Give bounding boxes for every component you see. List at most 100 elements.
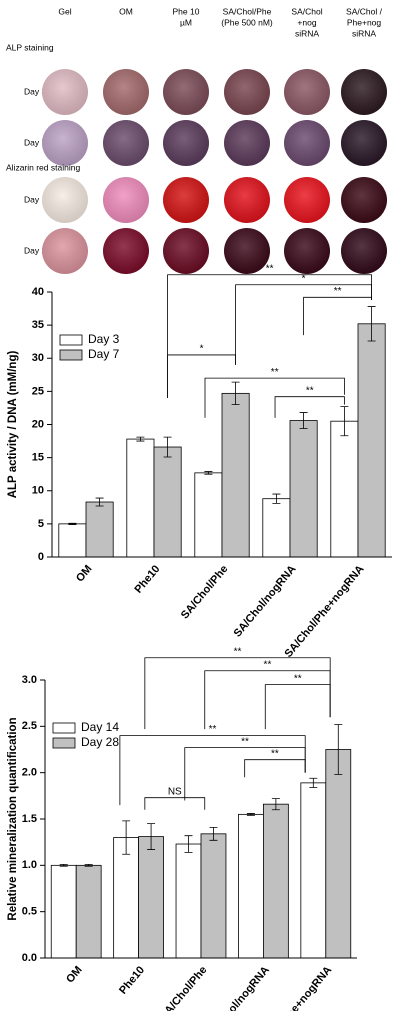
- error-bar: [272, 493, 281, 504]
- bar: [330, 420, 359, 558]
- bar: [262, 803, 289, 959]
- section-title: Alizarin red staining: [6, 162, 80, 172]
- bar: [85, 501, 114, 558]
- section-title: ALP staining: [6, 42, 54, 52]
- stain-shade: [341, 228, 387, 274]
- stain-shade: [163, 177, 209, 223]
- bar: [238, 813, 264, 959]
- column-header: +nog: [297, 17, 316, 27]
- row-label: Day 28: [24, 245, 51, 255]
- significance-label: **: [234, 646, 242, 657]
- legend-swatch: [52, 737, 76, 749]
- row-label: Day 14: [24, 194, 51, 204]
- bar: [200, 833, 227, 959]
- column-header: siRNA: [352, 28, 376, 38]
- x-tick-label: SA/Chol/Phe+nogRNA: [282, 563, 366, 660]
- significance-label: **: [209, 724, 217, 735]
- error-bar: [184, 835, 193, 853]
- y-tick-label: 3.0: [22, 674, 37, 686]
- stain-shade: [224, 228, 270, 274]
- error-bar: [147, 823, 156, 850]
- stain-shade: [42, 177, 88, 223]
- significance-bracket: [144, 657, 331, 730]
- y-tick-label: 2.5: [22, 720, 37, 732]
- column-header: µM: [180, 17, 192, 27]
- error-bar: [309, 777, 318, 788]
- y-axis-label: ALP activity / DNA (mM/ng): [7, 351, 19, 499]
- significance-bracket: [244, 759, 306, 778]
- legend-label: Day 7: [88, 347, 120, 361]
- stain-shade: [284, 177, 330, 223]
- y-tick-label: 1.0: [22, 859, 37, 871]
- error-bar: [334, 724, 343, 775]
- significance-label: **: [264, 659, 272, 670]
- error-bar: [136, 436, 145, 442]
- x-tick-label: SA/Chol/nogRNA: [205, 964, 272, 1011]
- error-bar: [122, 820, 131, 855]
- significance-label: **: [294, 673, 302, 684]
- significance-label: **: [271, 748, 279, 759]
- column-header: Gel: [58, 6, 71, 16]
- significance-bracket: [303, 296, 372, 336]
- significance-bracket: [119, 735, 306, 806]
- bar: [262, 498, 291, 558]
- error-bar: [231, 381, 240, 406]
- column-header: SA/Chol /: [346, 6, 383, 16]
- bar: [126, 438, 155, 558]
- significance-label: **: [306, 385, 314, 396]
- significance-label: *: [302, 273, 306, 284]
- y-tick-label: 25: [32, 385, 44, 397]
- stain-shade: [284, 120, 330, 166]
- stain-shade: [42, 228, 88, 274]
- significance-label: **: [266, 263, 274, 274]
- column-header: SA/Chol/Phe: [223, 6, 272, 16]
- stain-shade: [224, 69, 270, 115]
- error-bar: [163, 436, 172, 458]
- bar: [357, 323, 386, 558]
- column-header: OM: [119, 6, 133, 16]
- y-tick-label: 15: [32, 452, 44, 464]
- bar: [175, 843, 202, 959]
- significance-bracket: [264, 684, 331, 730]
- bar: [113, 837, 139, 959]
- error-bar: [246, 813, 255, 816]
- y-tick-label: 0.0: [22, 952, 37, 964]
- bar: [194, 472, 223, 558]
- stain-shade: [163, 228, 209, 274]
- bar: [75, 864, 102, 959]
- error-bar: [68, 522, 77, 525]
- bar: [153, 446, 182, 558]
- significance-label: **: [241, 736, 249, 747]
- y-tick-label: 20: [32, 418, 44, 430]
- error-bar: [340, 406, 349, 437]
- y-tick-label: 1.5: [22, 813, 37, 825]
- bar: [58, 523, 87, 558]
- significance-label: **: [334, 286, 342, 297]
- error-bar: [209, 826, 218, 841]
- significance-bracket: [235, 284, 372, 365]
- x-tick-label: SA/Chol/Phe: [158, 964, 210, 1011]
- x-tick-label: SA/Chol/nogRNA: [232, 563, 299, 640]
- stain-shade: [224, 120, 270, 166]
- legend-swatch: [52, 722, 76, 734]
- bar: [289, 420, 318, 558]
- significance-bracket: [204, 377, 345, 418]
- y-tick-label: 40: [32, 286, 44, 298]
- y-tick-label: 2.0: [22, 767, 37, 779]
- y-tick-label: 35: [32, 319, 44, 331]
- legend-swatch: [59, 334, 83, 346]
- stain-shade: [341, 177, 387, 223]
- y-tick-label: 0.5: [22, 906, 37, 918]
- significance-bracket: [204, 670, 331, 730]
- stain-shade: [224, 177, 270, 223]
- bar: [221, 392, 250, 558]
- stain-shade: [103, 120, 149, 166]
- stain-shade: [163, 69, 209, 115]
- significance-bracket: [274, 396, 345, 418]
- legend-label: Day 14: [81, 720, 119, 734]
- stain-shade: [103, 177, 149, 223]
- stain-shade: [42, 69, 88, 115]
- error-bar: [299, 412, 308, 429]
- stain-shade: [42, 120, 88, 166]
